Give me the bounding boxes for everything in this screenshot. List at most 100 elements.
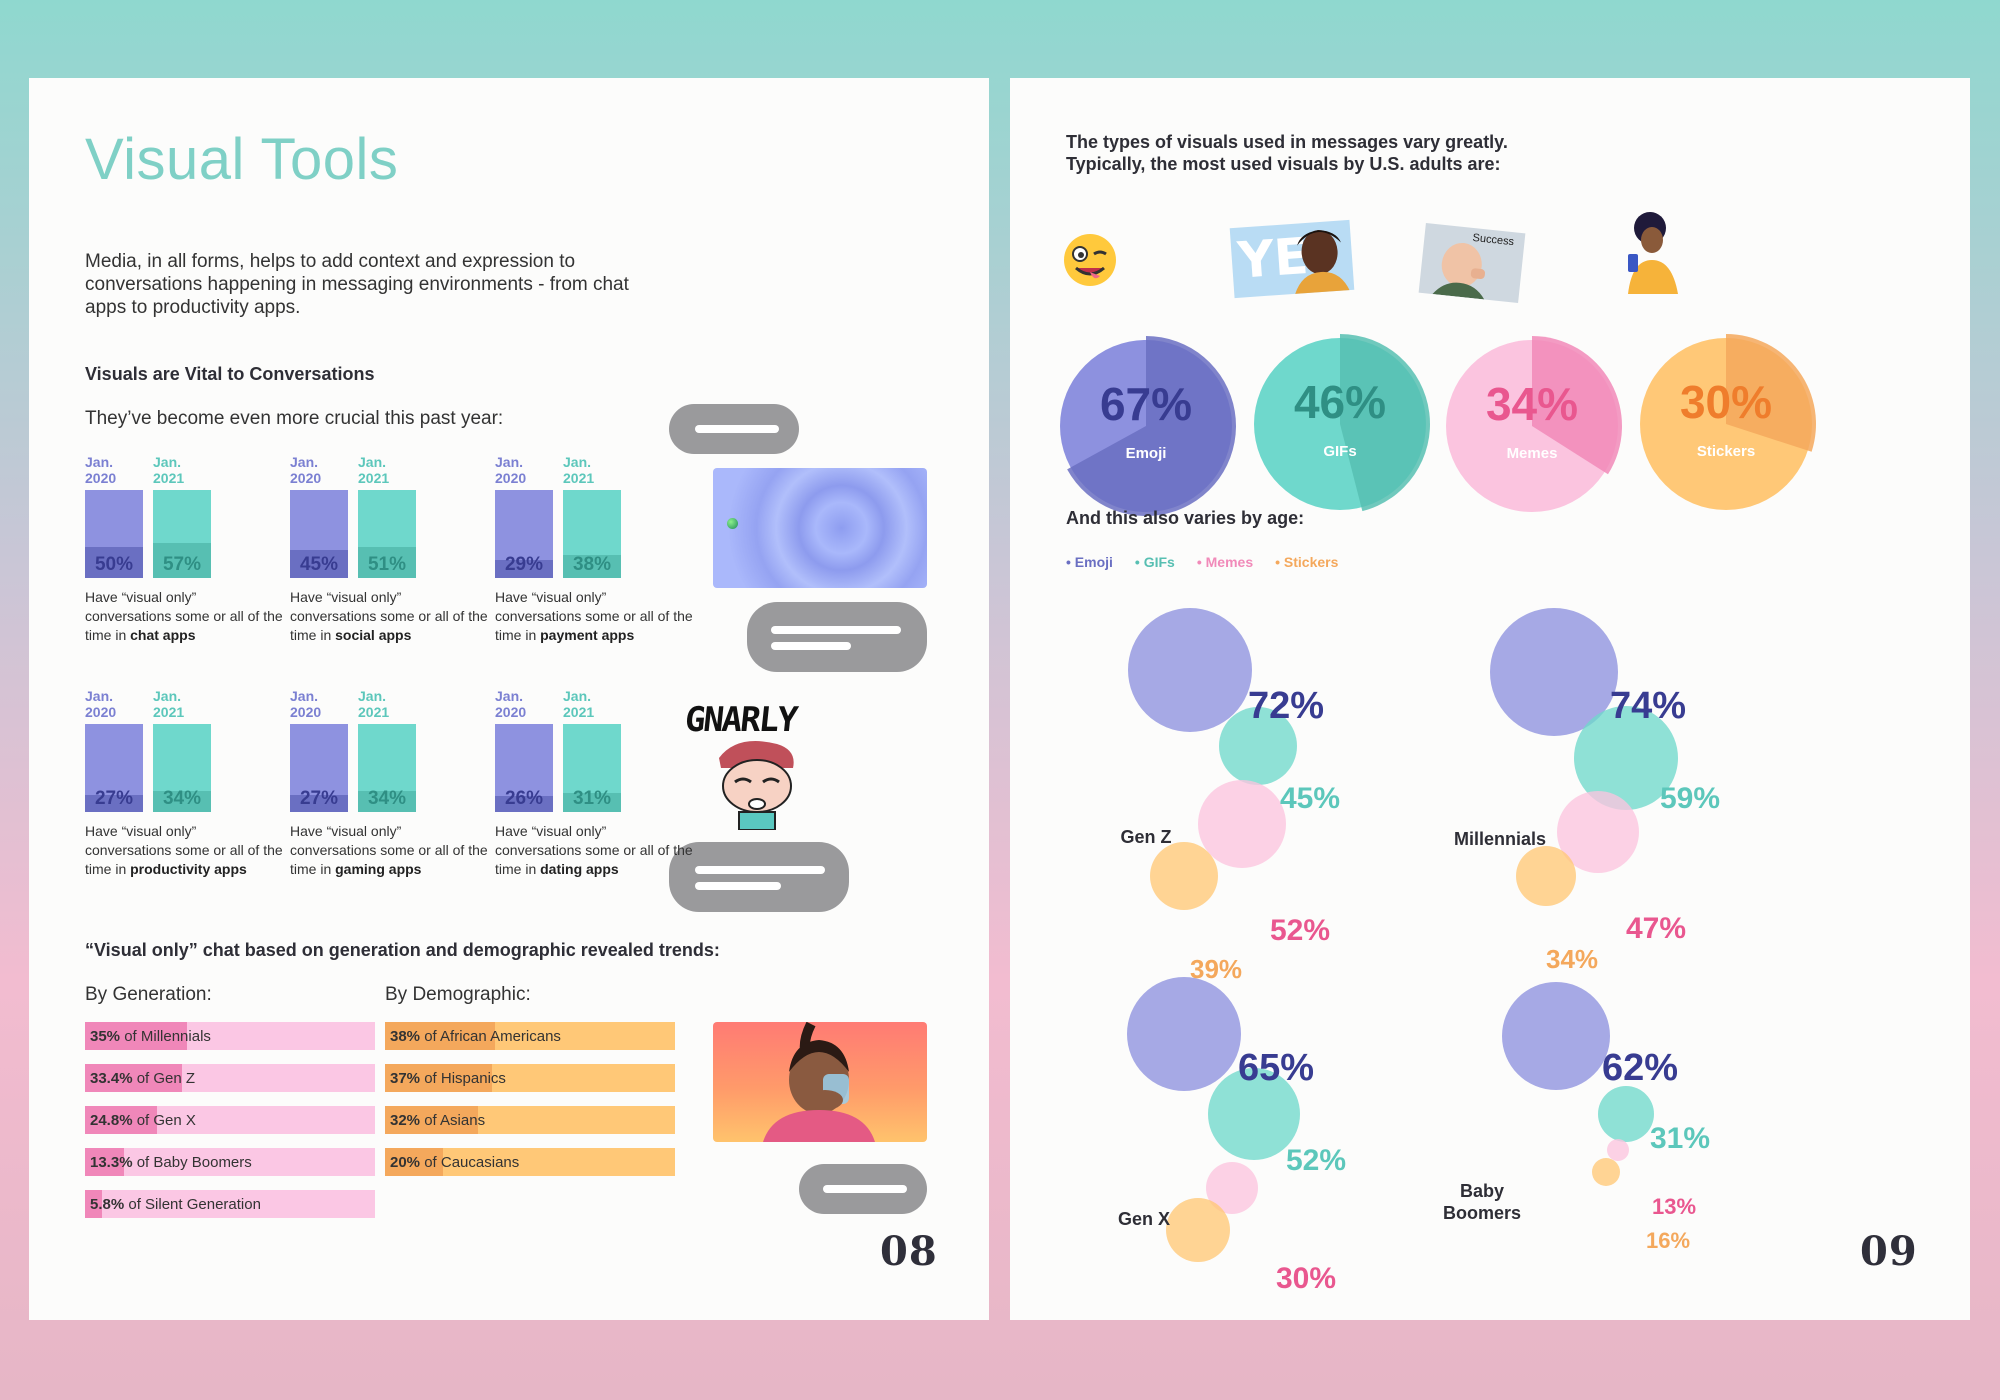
bar-2021: 34%	[358, 724, 416, 812]
pie-slice	[1067, 336, 1236, 516]
age-group-gen-z: 72%45%52%39%	[1128, 608, 1340, 984]
pie-label: GIFs	[1323, 443, 1356, 460]
bar-label: 37% of Hispanics	[390, 1070, 506, 1087]
stat-dating-apps: Jan. 2020 Jan. 2021 26% 31% Have “visual only”…	[495, 688, 695, 918]
stat-description: Have “visual only” conversations some or…	[290, 823, 488, 877]
gen-bar: 24.8% of Gen X	[85, 1106, 375, 1134]
bar-value: 38%	[572, 554, 612, 575]
age-heading: And this also varies by age:	[1066, 508, 1305, 528]
bar-label: 33.4% of Gen Z	[90, 1070, 196, 1087]
bar-label: 5.8% of Silent Generation	[90, 1196, 261, 1213]
visual-types-pies: 67% Emoji 46% GIFs 34% Memes 30% Stickers	[1060, 334, 1816, 516]
year-label-2020: Jan. 2020	[85, 454, 117, 486]
legend-memes: • Memes	[1196, 554, 1254, 570]
bubble-gifs	[1574, 706, 1678, 810]
bar-label: 32% of Asians	[390, 1112, 486, 1129]
pie-gifs: 46% GIFs	[1254, 334, 1431, 512]
bubble-emoji	[1128, 608, 1252, 732]
stat-productivity-apps: Jan. 2020 Jan. 2021 27% 34% Have “visual only”…	[85, 688, 285, 918]
stat-chat-apps: Jan. 2020 Jan. 2021 50% 57% Have “visual only”…	[85, 454, 285, 684]
pie-slice	[1532, 336, 1622, 475]
gif-image-woman	[713, 1022, 927, 1142]
bar-value: 51%	[367, 554, 407, 575]
gnarly-sticker: GNARLY	[682, 700, 825, 830]
age-legend: • Emoji • GIFs • Memes • Stickers	[1066, 554, 1360, 572]
year-label-2021: Jan. 2021	[358, 688, 390, 720]
success-kid-icon	[1432, 242, 1486, 300]
age-group-label: Gen X	[1117, 1209, 1170, 1229]
gen-bar: 13.3% of Baby Boomers	[85, 1148, 375, 1176]
bubble-value-gifs: 45%	[1280, 782, 1340, 815]
bar-label: 35% of Millennials	[90, 1028, 211, 1045]
bar-2020: 45%	[290, 490, 348, 578]
year-label-2021: Jan. 2021	[563, 688, 595, 720]
bubble-memes	[1206, 1162, 1258, 1214]
bubble-memes	[1607, 1139, 1629, 1161]
pie-value: 30%	[1680, 376, 1772, 428]
pie-value: 46%	[1294, 376, 1386, 428]
gif-thumbnail: YE	[1229, 219, 1355, 299]
bar-2020: 27%	[290, 724, 348, 812]
intro-line-2: Typically, the most used visuals by U.S.…	[1066, 154, 1501, 174]
bar-value: 27%	[299, 788, 339, 809]
dem-bar: 32% of Asians	[385, 1106, 675, 1134]
stat-description: Have “visual only” conversations some or…	[290, 589, 488, 643]
pie-slice	[1340, 334, 1431, 512]
pie-stickers: 30% Stickers	[1640, 334, 1816, 510]
legend-stickers: • Stickers	[1275, 554, 1339, 570]
bar-value: 31%	[572, 788, 612, 809]
by-demographic-label: By Demographic:	[385, 984, 531, 1005]
bubble-value-emoji: 74%	[1610, 685, 1686, 727]
bar-2021: 34%	[153, 724, 211, 812]
bar-2021: 51%	[358, 490, 416, 578]
stat-payment-apps: Jan. 2020 Jan. 2021 29% 38% Have “visual only”…	[495, 454, 695, 684]
age-group-label: Baby Boomers	[1442, 1181, 1522, 1223]
bubble-value-stickers: 16%	[1646, 1228, 1690, 1253]
bubble-value-emoji: 62%	[1602, 1047, 1678, 1089]
stat-description: Have “visual only” conversations some or…	[495, 589, 693, 643]
woman-drinking-icon	[763, 1022, 875, 1142]
bubble-value-gifs: 52%	[1286, 1144, 1346, 1177]
pie-slice	[1726, 334, 1816, 452]
bar-value: 45%	[299, 554, 339, 575]
left-page: Visual Tools Media, in all forms, helps …	[29, 78, 989, 1320]
gen-bar: 5.8% of Silent Generation	[85, 1190, 375, 1218]
bar-label: 20% of Caucasians	[390, 1154, 520, 1171]
bubble-value-memes: 47%	[1626, 912, 1686, 945]
legend-emoji: • Emoji	[1066, 554, 1113, 570]
age-group-label: Millennials	[1453, 829, 1547, 849]
dem-bar: 38% of African Americans	[385, 1022, 675, 1050]
age-group-gen-x: 65%52%30%36%	[1127, 977, 1346, 1295]
stat-description: Have “visual only” conversations some or…	[85, 823, 283, 877]
gen-bar: 35% of Millennials	[85, 1022, 375, 1050]
page-number: 08	[880, 1228, 938, 1275]
bar-label: 13.3% of Baby Boomers	[90, 1154, 252, 1171]
dem-bar: 20% of Caucasians	[385, 1148, 675, 1176]
meme-thumbnail: Success	[1418, 222, 1526, 304]
pie-label: Stickers	[1697, 443, 1755, 460]
pie-label: Memes	[1507, 445, 1558, 462]
page-title: Visual Tools	[85, 127, 399, 192]
bar-value: 34%	[162, 788, 202, 809]
sticker-text: GNARLY	[682, 700, 798, 740]
bar-value: 29%	[504, 554, 544, 575]
pie-value: 34%	[1486, 378, 1578, 430]
by-generation-label: By Generation:	[85, 984, 212, 1005]
bubble-emoji	[1127, 977, 1241, 1091]
age-bubble-charts: 72%45%52%39%74%59%47%34%65%52%30%36%62%3…	[1127, 608, 1720, 1295]
age-group-millennials: 74% 59% 47% 34%	[1490, 608, 1720, 974]
bubble-gifs	[1208, 1068, 1300, 1160]
dot-icon	[727, 518, 738, 529]
pie-emoji: 67% Emoji	[1060, 336, 1236, 516]
pie-value: 67%	[1100, 378, 1192, 430]
year-label-2021: Jan. 2021	[563, 454, 595, 486]
bubble-stickers	[1592, 1158, 1620, 1186]
bar-value: 27%	[94, 788, 134, 809]
chat-bubble	[669, 842, 849, 912]
year-label-2020: Jan. 2020	[85, 688, 117, 720]
gif-image	[713, 468, 927, 588]
year-label-2020: Jan. 2020	[290, 454, 322, 486]
bar-label: 38% of African Americans	[390, 1028, 561, 1045]
bar-2020: 29%	[495, 490, 553, 578]
legend-gifs: • GIFs	[1134, 554, 1175, 570]
